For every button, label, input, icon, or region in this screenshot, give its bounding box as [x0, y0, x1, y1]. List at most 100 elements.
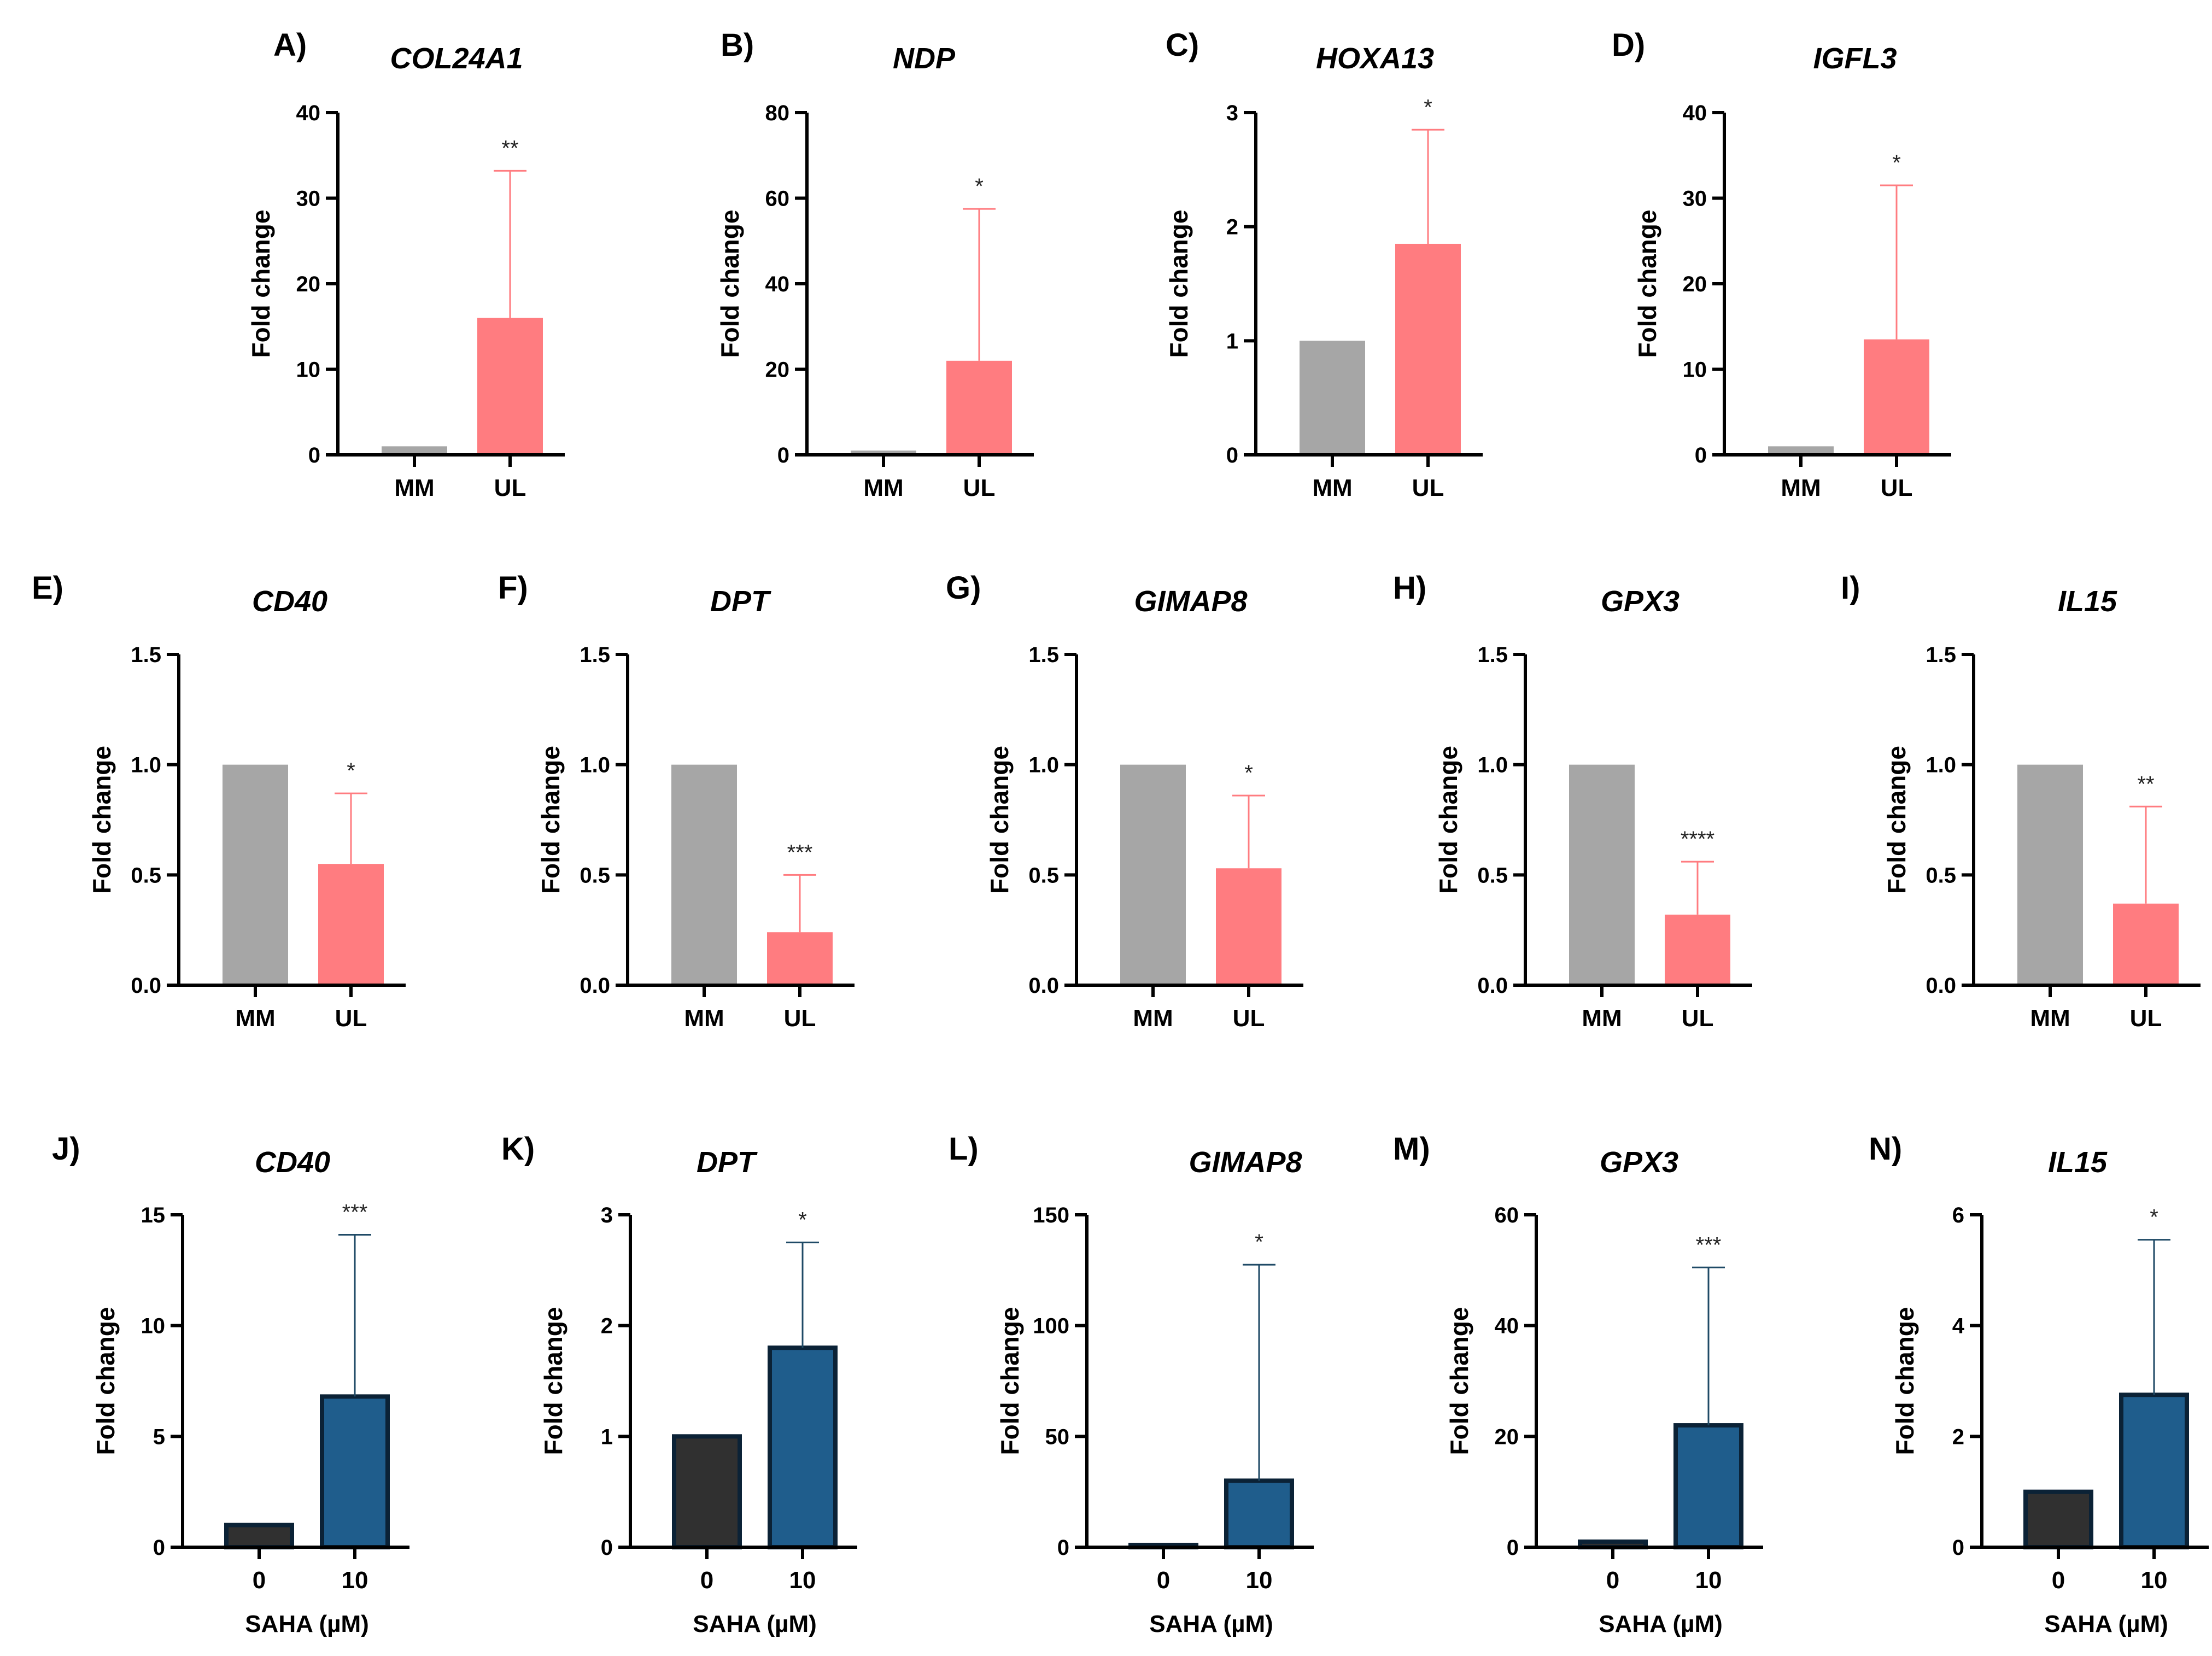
- panel-title: GPX3: [1600, 1146, 1678, 1179]
- y-axis-label: Fold change: [536, 746, 565, 894]
- panel-letter: K): [501, 1131, 535, 1167]
- bar-10: [1673, 1423, 1743, 1549]
- category-label: 10: [1695, 1567, 1722, 1594]
- y-tick-label: 1: [601, 1425, 613, 1449]
- y-axis-label: Fold change: [1445, 1307, 1473, 1455]
- panel-letter: G): [946, 570, 981, 606]
- y-tick-label: 0: [777, 443, 789, 467]
- y-tick-label: 0.0: [1477, 974, 1508, 998]
- panel-title: CD40: [252, 585, 327, 618]
- bar-mm: [1120, 764, 1186, 985]
- y-tick-label: 10: [296, 358, 321, 382]
- bar-ul: [767, 932, 833, 985]
- chart-panel-c: C) HOXA13 MM * UL 0 1 2 3 Fold change: [1164, 27, 1483, 501]
- x-axis-label: SAHA (µM): [1599, 1611, 1723, 1637]
- category-label: 10: [789, 1567, 816, 1594]
- y-tick-label: 50: [1045, 1425, 1070, 1449]
- panel-letter: I): [1841, 570, 1860, 606]
- category-label: 0: [2052, 1567, 2065, 1594]
- bar-mm: [1300, 341, 1365, 455]
- category-label: MM: [863, 475, 903, 501]
- y-tick-label: 80: [765, 101, 790, 125]
- panel-letter: N): [1869, 1131, 1902, 1167]
- y-tick-label: 20: [296, 272, 321, 296]
- y-tick-label: 1.5: [580, 643, 610, 667]
- y-tick-label: 0.0: [580, 974, 610, 998]
- chart-panel-g: G) GIMAP8 MM * UL 0.0 0.5 1.0 1.5 Fold change: [946, 570, 1303, 1032]
- y-tick-label: 1.0: [1028, 753, 1059, 777]
- significance-label: ***: [787, 840, 813, 864]
- y-tick-label: 0: [153, 1536, 165, 1560]
- panel-letter: M): [1393, 1131, 1430, 1167]
- significance-label: **: [501, 136, 518, 160]
- bar-mm: [671, 764, 737, 985]
- significance-label: ****: [1681, 827, 1714, 851]
- panel-letter: J): [52, 1131, 80, 1167]
- chart-panel-a: A) COL24A1 MM ** UL 0 10 20 30 40 Fold change: [247, 27, 565, 501]
- category-label: UL: [963, 475, 996, 501]
- panel-letter: B): [721, 27, 754, 63]
- significance-label: *: [347, 759, 355, 783]
- panel-title: DPT: [697, 1146, 758, 1179]
- panel-title: CD40: [255, 1146, 330, 1179]
- category-label: MM: [1133, 1005, 1173, 1032]
- bar-mm: [2017, 764, 2083, 985]
- panel-letter: A): [273, 27, 307, 63]
- y-axis-label: Fold change: [1882, 746, 1911, 894]
- y-tick-label: 60: [1495, 1203, 1519, 1227]
- bar-ul: [1395, 243, 1461, 455]
- y-axis-label: Fold change: [247, 210, 275, 358]
- bar-10: [1224, 1478, 1294, 1549]
- panel-letter: C): [1166, 27, 1199, 63]
- category-label: 0: [253, 1567, 266, 1594]
- bar-ul: [1216, 868, 1281, 985]
- bar-ul: [946, 360, 1012, 455]
- bar-ul: [318, 864, 384, 985]
- category-label: 10: [1246, 1567, 1273, 1594]
- y-tick-label: 0: [1695, 443, 1707, 467]
- y-tick-label: 0: [1952, 1536, 1964, 1560]
- y-tick-label: 1.5: [131, 643, 161, 667]
- y-axis-label: Fold change: [985, 746, 1014, 894]
- x-axis-label: SAHA (µM): [245, 1611, 369, 1637]
- y-tick-label: 40: [1683, 101, 1707, 125]
- y-tick-label: 10: [1683, 358, 1707, 382]
- y-tick-label: 0.5: [1477, 863, 1508, 887]
- category-label: MM: [684, 1005, 724, 1032]
- category-label: UL: [494, 475, 526, 501]
- chart-panel-d: D) IGFL3 MM * UL 0 10 20 30 40 Fold change: [1612, 27, 1951, 501]
- bar-mm: [382, 446, 447, 455]
- bar-ul: [1864, 339, 1929, 455]
- y-tick-label: 5: [153, 1425, 165, 1449]
- y-axis-label: Fold change: [996, 1307, 1024, 1455]
- y-axis-label: Fold change: [716, 210, 744, 358]
- y-tick-label: 3: [601, 1203, 613, 1227]
- panel-title: IL15: [2048, 1146, 2108, 1179]
- y-tick-label: 150: [1033, 1203, 1069, 1227]
- bar-0: [2023, 1489, 2093, 1550]
- y-tick-label: 20: [1495, 1425, 1519, 1449]
- y-tick-label: 20: [1683, 272, 1707, 296]
- x-axis-label: SAHA (µM): [693, 1611, 817, 1637]
- panel-title: IGFL3: [1813, 42, 1897, 75]
- significance-label: *: [1244, 761, 1253, 785]
- panel-title: COL24A1: [390, 42, 523, 75]
- y-tick-label: 2: [601, 1314, 613, 1338]
- significance-label: *: [975, 174, 984, 198]
- y-tick-label: 0: [601, 1536, 613, 1560]
- category-label: MM: [1582, 1005, 1622, 1032]
- category-label: UL: [1682, 1005, 1714, 1032]
- y-tick-label: 1.5: [1926, 643, 1956, 667]
- panel-title: GIMAP8: [1134, 585, 1247, 618]
- category-label: MM: [394, 475, 434, 501]
- category-label: UL: [1233, 1005, 1265, 1032]
- panel-title: DPT: [710, 585, 771, 618]
- bar-10: [768, 1345, 838, 1549]
- significance-label: *: [1892, 151, 1901, 175]
- y-axis-label: Fold change: [87, 746, 116, 894]
- category-label: UL: [335, 1005, 367, 1032]
- panel-letter: D): [1612, 27, 1645, 63]
- category-label: 0: [1157, 1567, 1170, 1594]
- chart-panel-j: J) CD40 0 *** 10 0 5 10 15 Fold change SAHA (µM): [52, 1131, 409, 1637]
